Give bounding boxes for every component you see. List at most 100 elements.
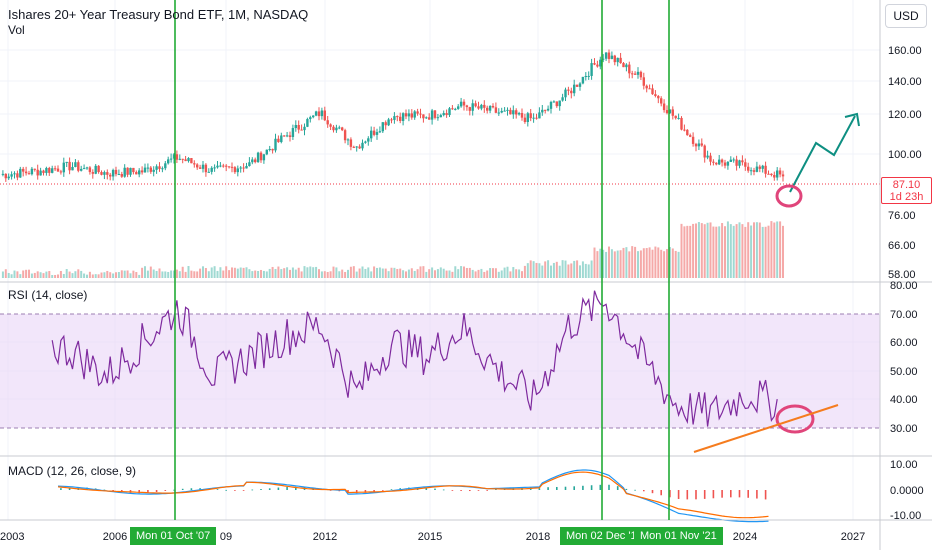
rsi-trendline[interactable] (693, 404, 839, 453)
volume-bar (291, 267, 294, 278)
candle (558, 100, 561, 111)
volume-bar (126, 270, 129, 278)
candle (51, 165, 54, 174)
candle (648, 84, 651, 90)
macd-pane (57, 469, 769, 523)
macd-histogram-bar (225, 489, 227, 491)
volume-bar (393, 267, 396, 278)
candle (181, 158, 184, 164)
volume-bar (202, 266, 204, 278)
candle (755, 161, 759, 173)
macd-histogram-bar (721, 490, 723, 498)
candle (448, 106, 451, 117)
candle (622, 61, 625, 68)
volume-bar (132, 270, 135, 278)
volume-bar (700, 223, 703, 278)
candle (343, 128, 347, 144)
volume-bar (170, 270, 173, 278)
volume-bar (42, 273, 45, 278)
volume-bar (248, 269, 251, 278)
candle (729, 156, 732, 162)
candle (129, 167, 132, 177)
price-tick: 120.00 (888, 109, 922, 121)
volume-bar (378, 267, 381, 278)
marker-date-2021: Mon 01 Nov '21 (634, 527, 723, 545)
candle (604, 52, 608, 61)
volume-bar (602, 249, 605, 278)
volume-bar (512, 267, 515, 278)
currency-button[interactable]: USD (885, 4, 927, 28)
grid (0, 0, 880, 520)
candle (88, 166, 92, 175)
macd-histogram-bar (677, 490, 680, 499)
candle (381, 122, 384, 134)
candle (686, 129, 689, 136)
volume-bar (100, 272, 103, 278)
macd-histogram-bar (68, 487, 71, 490)
marker-date-2007: Mon 01 Oct '07 (130, 527, 217, 545)
macd-histogram-bar (756, 490, 758, 499)
volume-bar (596, 251, 599, 278)
candle (65, 161, 68, 168)
volume-bar (199, 268, 202, 278)
candle (303, 123, 306, 136)
price-axis[interactable]: 160.00140.00120.00100.0076.0066.0058.008… (888, 45, 924, 522)
volume-bar (555, 261, 558, 278)
price-tick: 160.00 (888, 45, 922, 57)
volume-bar (628, 251, 631, 278)
volume-bar (164, 271, 167, 278)
volume-bar (1, 271, 4, 278)
volume-bar (309, 266, 312, 278)
candle (619, 52, 622, 64)
candle (309, 115, 312, 123)
volume-bar (599, 248, 602, 278)
candle (590, 58, 593, 80)
candle (62, 157, 65, 177)
price-circle-annotation[interactable] (775, 184, 803, 208)
projection-line[interactable] (789, 115, 856, 193)
candle (410, 109, 413, 120)
volume-bar (689, 225, 692, 278)
candle (213, 164, 216, 172)
volume-bar (233, 267, 236, 278)
volume-bar (178, 271, 181, 278)
candle (39, 167, 42, 176)
macd-histogram-bar (277, 487, 280, 490)
volume-bar (294, 269, 297, 278)
volume-bar (419, 266, 422, 278)
candle (581, 76, 585, 85)
candle (285, 131, 289, 138)
candle (776, 167, 779, 181)
volume-bar (219, 267, 222, 278)
candle (436, 113, 440, 121)
volume-bar (335, 267, 338, 278)
candle (480, 103, 483, 111)
volume-bar (529, 260, 532, 278)
candle (425, 116, 428, 119)
macd-histogram-bar (660, 490, 662, 496)
time-tick: 2003 (0, 531, 24, 543)
volume-bar (341, 269, 344, 278)
candle (68, 157, 71, 175)
macd-histogram-bar (564, 486, 567, 490)
candle (512, 105, 515, 119)
time-axis[interactable]: 2003 2006 09 2012 2015 2018 2024 2027 (0, 531, 865, 543)
candle (4, 173, 7, 182)
volume-bar (381, 268, 384, 278)
candle (451, 105, 454, 110)
volume-bar (91, 274, 94, 278)
volume-bar (65, 269, 68, 278)
volume-bar (77, 269, 80, 278)
candle (48, 166, 51, 176)
candle (773, 171, 776, 181)
volume-bar (274, 268, 277, 278)
marker-date-2019: Mon 02 Dec '19 (560, 527, 649, 545)
volume-bar (57, 274, 59, 278)
rsi-circle-annotation[interactable] (775, 404, 815, 434)
volume-bar (480, 268, 483, 278)
candle (56, 165, 60, 172)
time-tick: 2015 (418, 531, 442, 543)
volume-bar (770, 221, 773, 278)
candle (216, 161, 219, 169)
